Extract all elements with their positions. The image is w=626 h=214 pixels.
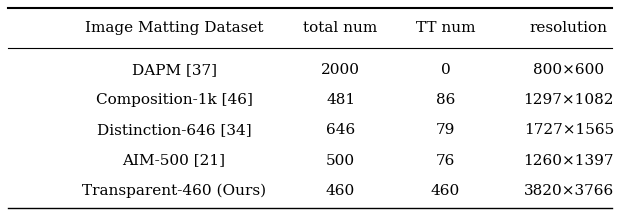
Text: 460: 460 [431, 184, 460, 198]
Text: 1297×1082: 1297×1082 [523, 93, 614, 107]
Text: 3820×3766: 3820×3766 [524, 184, 614, 198]
Text: 79: 79 [436, 123, 455, 137]
Text: 460: 460 [326, 184, 355, 198]
Text: Image Matting Dataset: Image Matting Dataset [85, 21, 264, 35]
Text: Transparent-460 (Ours): Transparent-460 (Ours) [82, 184, 266, 198]
Text: 76: 76 [436, 153, 455, 168]
Text: Composition-1k [46]: Composition-1k [46] [96, 93, 252, 107]
Text: 800×600: 800×600 [533, 63, 604, 77]
Text: DAPM [37]: DAPM [37] [131, 63, 217, 77]
Text: 86: 86 [436, 93, 455, 107]
Text: 500: 500 [326, 153, 355, 168]
Text: 0: 0 [441, 63, 450, 77]
Text: Distinction-646 [34]: Distinction-646 [34] [97, 123, 252, 137]
Text: AIM-500 [21]: AIM-500 [21] [123, 153, 225, 168]
Text: 1260×1397: 1260×1397 [523, 153, 614, 168]
Text: 1727×1565: 1727×1565 [524, 123, 614, 137]
Text: resolution: resolution [530, 21, 608, 35]
Text: 481: 481 [326, 93, 355, 107]
Text: 2000: 2000 [321, 63, 360, 77]
Text: total num: total num [304, 21, 377, 35]
Text: TT num: TT num [416, 21, 475, 35]
Text: 646: 646 [326, 123, 355, 137]
